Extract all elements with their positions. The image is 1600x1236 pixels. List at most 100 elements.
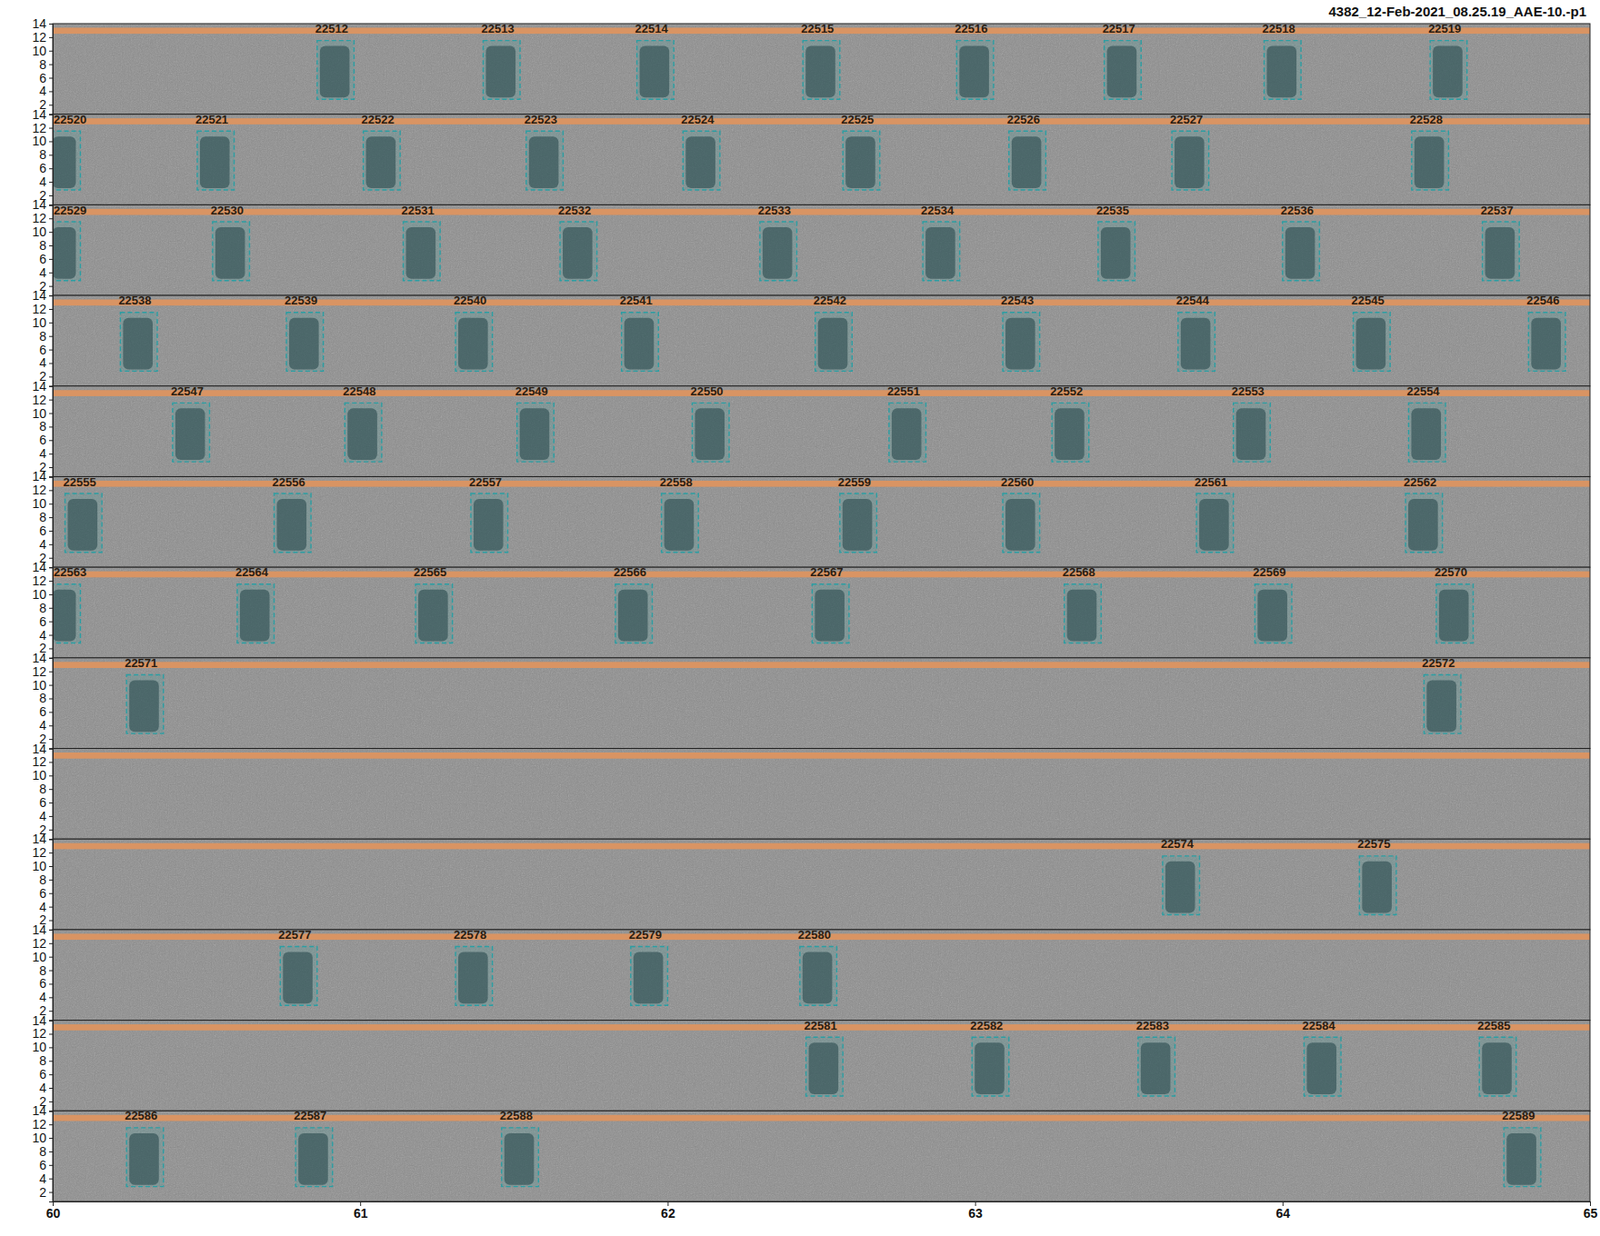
chart: 2251222513225142251522516225172251822519… — [0, 0, 1600, 1236]
spectrogram-noise — [52, 839, 1590, 930]
tick: 6 — [39, 432, 53, 448]
tick: 8 — [39, 329, 53, 344]
strip-frame — [52, 749, 1590, 840]
detection-box — [682, 130, 720, 190]
tick: 10 — [31, 496, 53, 511]
tick-label: 60 — [46, 1206, 61, 1221]
detection-box — [403, 221, 441, 281]
tick-mark — [49, 114, 53, 116]
tick-label: 10 — [31, 678, 47, 693]
tick-mark — [49, 453, 53, 455]
strip: 2256322564225652256622567225682256922570… — [31, 560, 1590, 659]
tick: 14 — [31, 560, 53, 575]
tick-mark — [49, 580, 53, 582]
tick: 8 — [39, 147, 53, 162]
tick: 4 — [39, 990, 53, 1005]
tick: 8 — [39, 57, 53, 72]
tick: 10 — [31, 315, 53, 330]
tick-label: 12 — [31, 301, 47, 317]
detection-box — [470, 493, 509, 553]
tick-mark — [49, 362, 53, 364]
tick-label: 12 — [31, 482, 47, 498]
tick-mark — [49, 775, 53, 777]
tick: 60 — [46, 1201, 61, 1221]
tick-mark — [49, 128, 53, 130]
tick: 12 — [31, 30, 53, 45]
tick: 6 — [39, 251, 53, 267]
strip-frame — [52, 386, 1590, 478]
tick-mark — [49, 880, 53, 881]
axis-line — [49, 658, 54, 750]
tick-label: 10 — [31, 859, 47, 874]
tick-mark — [49, 893, 53, 895]
tick: 8 — [39, 781, 53, 797]
tick: 14 — [31, 16, 53, 31]
tick-mark — [49, 104, 53, 106]
tick-mark — [49, 195, 53, 197]
tick: 10 — [31, 678, 53, 693]
tick-label: 12 — [31, 573, 47, 589]
tick-mark — [49, 789, 53, 790]
tick-label: 12 — [31, 664, 47, 680]
tick-mark — [49, 23, 53, 25]
tick-label: 14 — [31, 288, 47, 303]
spectrogram-background — [52, 295, 1590, 387]
detection-box — [415, 584, 453, 644]
tick-label: 4 — [39, 1171, 47, 1187]
spectrogram-noise — [52, 930, 1590, 1021]
detection-box — [317, 40, 355, 100]
tick-mark — [49, 1165, 53, 1167]
detection-box — [815, 312, 853, 372]
detection-box — [197, 130, 235, 190]
detection-box — [1528, 312, 1566, 372]
tick: 12 — [31, 210, 53, 226]
plot-area — [52, 204, 1590, 296]
tick-mark — [49, 1074, 53, 1076]
strip: 225772257822579225802468101214 — [31, 922, 1590, 1021]
annotation-band — [52, 118, 1590, 125]
tick-mark — [49, 154, 53, 156]
tick-label: 14 — [31, 831, 47, 847]
tick-mark — [49, 802, 53, 804]
tick-label: 12 — [31, 754, 47, 770]
tick: 12 — [31, 392, 53, 408]
tick: 62 — [660, 1201, 676, 1221]
detection-box — [621, 312, 660, 372]
strip-frame — [52, 1020, 1590, 1112]
tick-label: 14 — [31, 16, 47, 31]
tick-label: 10 — [31, 587, 47, 602]
tick-label: 10 — [31, 43, 47, 59]
tick-mark — [49, 920, 53, 922]
tick-label: 6 — [39, 70, 47, 85]
detection-box — [1482, 221, 1520, 281]
detection-box — [344, 402, 382, 462]
tick: 8 — [39, 1144, 53, 1160]
tick: 12 — [31, 936, 53, 951]
detection-box — [560, 221, 598, 281]
detection-box — [637, 40, 675, 100]
plot-area — [52, 749, 1590, 840]
tick-label: 6 — [39, 614, 47, 630]
detection-box — [295, 1128, 333, 1188]
tick-label: 4 — [39, 628, 47, 643]
tick: 4 — [39, 265, 53, 280]
tick-mark — [49, 1101, 53, 1103]
detection-box — [1436, 584, 1474, 644]
detection-box — [1353, 312, 1391, 372]
tick-mark — [49, 64, 53, 66]
y-axis: 2468101214 — [31, 469, 53, 568]
tick-label: 8 — [39, 510, 47, 525]
tick: 4 — [39, 628, 53, 643]
detection-box — [1178, 312, 1216, 372]
plot-area — [52, 295, 1590, 387]
tick: 10 — [31, 133, 53, 149]
plot-area — [52, 1020, 1590, 1112]
detection-box — [52, 221, 80, 281]
tick: 4 — [39, 1171, 53, 1187]
tick-mark — [49, 567, 53, 569]
tick: 10 — [31, 587, 53, 602]
tick: 10 — [31, 43, 53, 59]
tick-mark — [49, 970, 53, 972]
tick-label: 14 — [31, 560, 47, 575]
tick-mark — [49, 839, 53, 840]
